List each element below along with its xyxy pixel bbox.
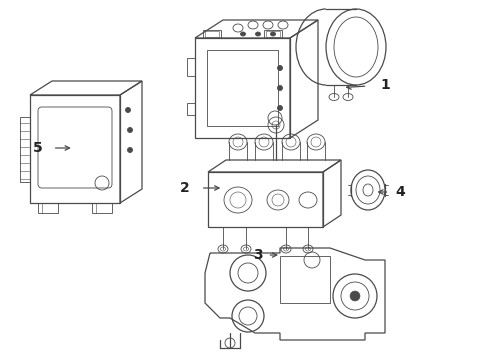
- Bar: [20, 117, 30, 182]
- Text: 2: 2: [180, 181, 189, 195]
- Bar: [207, 172, 323, 227]
- Bar: [186, 103, 195, 115]
- Bar: [30, 95, 120, 203]
- Text: 5: 5: [33, 141, 43, 155]
- Bar: [264, 30, 282, 38]
- Ellipse shape: [349, 291, 359, 301]
- Ellipse shape: [270, 32, 275, 36]
- Bar: [206, 50, 278, 126]
- Bar: [203, 30, 221, 38]
- Ellipse shape: [127, 148, 132, 153]
- Ellipse shape: [127, 127, 132, 132]
- Ellipse shape: [240, 32, 245, 36]
- Ellipse shape: [277, 105, 282, 111]
- Text: 4: 4: [394, 185, 404, 199]
- Ellipse shape: [255, 32, 260, 36]
- Bar: [38, 203, 58, 213]
- Bar: [195, 38, 289, 138]
- Text: 1: 1: [379, 78, 389, 92]
- Ellipse shape: [277, 85, 282, 90]
- Ellipse shape: [125, 108, 130, 112]
- Ellipse shape: [277, 66, 282, 71]
- Bar: [186, 58, 195, 76]
- Bar: [265, 31, 280, 37]
- Bar: [204, 31, 219, 37]
- Text: 3: 3: [253, 248, 262, 262]
- Bar: [92, 203, 112, 213]
